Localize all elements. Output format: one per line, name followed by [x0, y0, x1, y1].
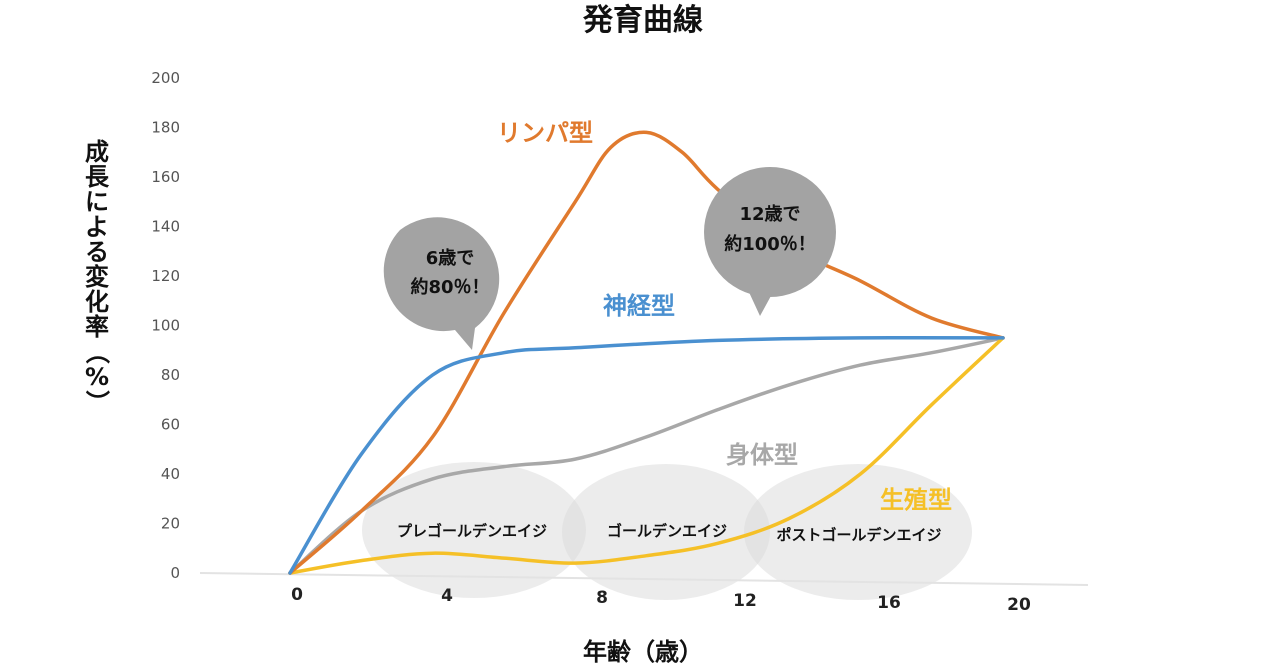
x-tick-label: 4: [441, 586, 453, 606]
stage-label-golden: ゴールデンエイジ: [607, 522, 727, 540]
series-lines: [288, 130, 1005, 575]
stage-ellipse-golden: [562, 464, 770, 600]
y-axis-title-char: に: [85, 188, 109, 216]
series-line-general: [288, 336, 1005, 575]
y-axis-title-char: 長: [85, 163, 110, 191]
y-tick-label: 160: [151, 168, 180, 186]
y-tick-label: 60: [161, 416, 180, 434]
x-tick-label: 16: [877, 593, 901, 613]
series-label-general: 身体型: [726, 441, 798, 469]
y-tick-label: 200: [151, 69, 180, 87]
y-axis-title-char: 成: [85, 138, 109, 166]
stage-ellipses: [362, 462, 972, 600]
y-axis-title-char: （: [83, 340, 111, 364]
bubble-age-12-line-1: 12歳で: [739, 204, 800, 225]
bubble-age-6: 6歳で 約80％！: [383, 217, 500, 350]
bubble-age-12-line-2: 約100％！: [724, 233, 816, 255]
chart-title: 発育曲線: [582, 3, 703, 38]
y-axis-title-char: 変: [85, 263, 109, 291]
bubble-age-6-line-1: 6歳で: [426, 248, 475, 269]
x-tick-label: 0: [291, 585, 303, 605]
y-axis-title-char: 率: [85, 313, 109, 341]
y-axis-title-char: る: [85, 238, 109, 266]
y-tick-label: 40: [161, 465, 180, 483]
x-tick-label: 20: [1007, 595, 1031, 615]
bubble-age-6-line-2: 約80％！: [410, 276, 489, 298]
x-axis-ticks: 0 4 8 12 16 20: [291, 585, 1031, 615]
bubble-age-12: 12歳で 約100％！: [704, 167, 836, 316]
stage-label-post-golden: ポストゴールデンエイジ: [776, 526, 941, 544]
bubble-age-12-tail: [748, 290, 772, 316]
x-axis-title: 年齢（歳）: [583, 638, 703, 666]
y-axis-title-char: %: [85, 363, 109, 391]
series-line-reproductive: [288, 336, 1005, 575]
x-tick-label: 8: [596, 588, 608, 608]
stage-label-pre-golden: プレゴールデンエイジ: [397, 522, 547, 540]
y-tick-label: 120: [151, 267, 180, 285]
stage-ellipse-pre-golden: [362, 462, 586, 598]
series-line-neural: [288, 335, 1005, 575]
y-axis-title-char: ）: [83, 390, 111, 414]
y-tick-label: 80: [161, 366, 180, 384]
series-label-neural: 神経型: [603, 292, 675, 320]
stage-ellipse-post-golden: [744, 464, 972, 600]
y-tick-label: 180: [151, 119, 180, 137]
series-label-reproductive: 生殖型: [880, 486, 952, 514]
x-axis-line: [199, 572, 1089, 586]
y-tick-label: 140: [151, 218, 180, 236]
series-label-lymph: リンパ型: [497, 119, 593, 147]
y-axis-title-char: 化: [85, 288, 109, 316]
series-line-lymph: [288, 130, 1005, 575]
bubble-age-12-shape: [704, 167, 836, 297]
y-tick-label: 100: [151, 317, 180, 335]
y-axis-ticks: 0 20 40 60 80 100 120 140 160 180 200: [151, 69, 180, 582]
y-axis-title-char: よ: [85, 213, 109, 241]
bubble-age-6-shape: [383, 217, 500, 350]
x-tick-label: 12: [733, 591, 757, 611]
y-tick-label: 20: [161, 515, 180, 533]
y-tick-label: 0: [170, 564, 180, 582]
